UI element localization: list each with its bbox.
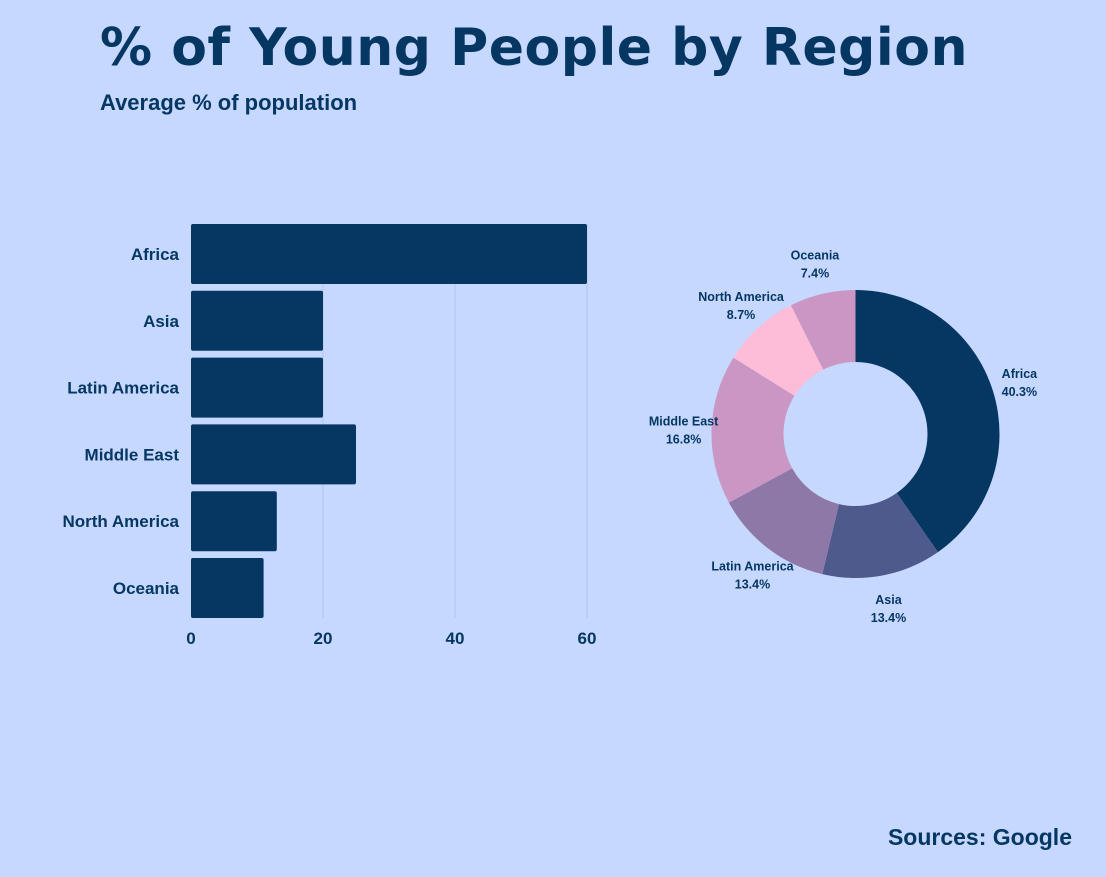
slice-label-latin-america: Latin America: [711, 560, 794, 574]
bar-africa: [191, 224, 587, 284]
chart-subtitle: Average % of population: [100, 90, 358, 115]
source-note: Sources: Google: [887, 824, 1072, 850]
slice-value-asia: 13.4%: [871, 611, 906, 625]
slice-value-africa: 40.3%: [1002, 385, 1037, 399]
bar-asia: [191, 290, 323, 351]
x-tick-label: 60: [578, 629, 597, 648]
bar-chart: Africa Asia Latin America Middle East North …: [62, 224, 597, 648]
chart-title: % of Young People by Region: [100, 18, 968, 78]
bar-latin-america: [191, 357, 323, 418]
slice-label-africa: Africa: [1002, 367, 1038, 381]
category-label: Middle East: [85, 445, 180, 464]
slice-middle-east: [711, 357, 795, 503]
slice-north-america: [733, 305, 824, 396]
category-label: Asia: [143, 312, 179, 331]
slice-label-oceania: Oceania: [791, 249, 841, 263]
x-tick-label: 40: [446, 629, 465, 648]
category-label: Oceania: [113, 579, 180, 598]
slice-label-north-america: North America: [698, 290, 785, 304]
category-label: Latin America: [67, 379, 179, 398]
slice-label-asia: Asia: [875, 593, 902, 607]
slice-label-middle-east: Middle East: [649, 414, 719, 428]
slice-africa: [855, 290, 1000, 553]
x-tick-label: 0: [186, 629, 195, 648]
slice-oceania: [790, 290, 856, 370]
slice-value-north-america: 8.7%: [727, 308, 756, 322]
bar-middle-east: [191, 424, 356, 485]
x-tick-label: 20: [314, 629, 333, 648]
slice-value-latin-america: 13.4%: [735, 578, 770, 592]
slice-latin-america: [728, 468, 839, 575]
slice-value-middle-east: 16.8%: [666, 432, 701, 446]
bar-north-america: [191, 491, 277, 552]
bar-oceania: [191, 558, 264, 618]
slice-asia: [822, 493, 938, 578]
category-label: North America: [62, 512, 179, 531]
category-label: Africa: [131, 245, 180, 264]
slice-value-oceania: 7.4%: [801, 267, 830, 281]
